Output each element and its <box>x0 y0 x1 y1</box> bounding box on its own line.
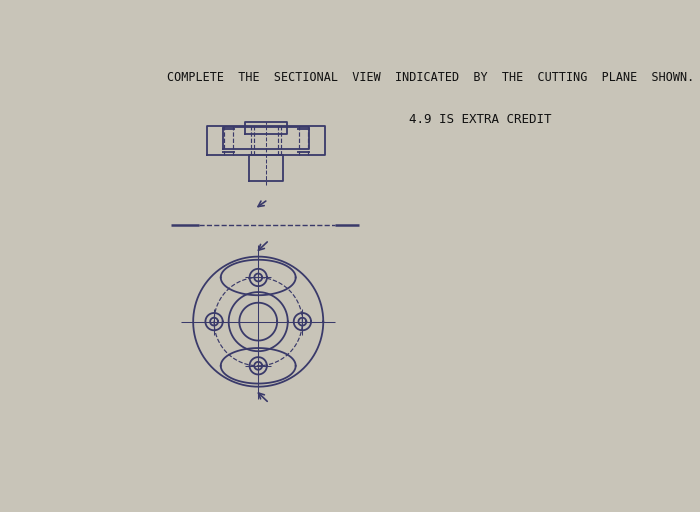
Text: 4.9 IS EXTRA CREDIT: 4.9 IS EXTRA CREDIT <box>410 113 552 125</box>
Text: COMPLETE  THE  SECTIONAL  VIEW  INDICATED  BY  THE  CUTTING  PLANE  SHOWN.: COMPLETE THE SECTIONAL VIEW INDICATED BY… <box>167 71 694 84</box>
